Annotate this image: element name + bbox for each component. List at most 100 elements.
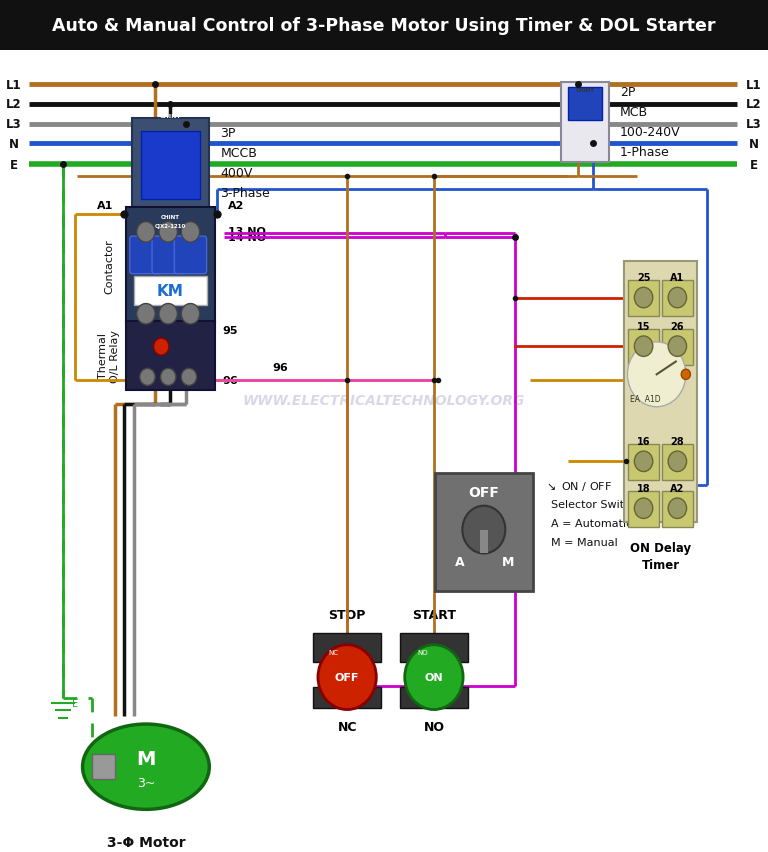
Text: 25: 25	[637, 273, 650, 283]
Circle shape	[668, 452, 687, 472]
FancyBboxPatch shape	[126, 321, 215, 390]
FancyBboxPatch shape	[624, 262, 697, 522]
Text: 28: 28	[670, 436, 684, 446]
Circle shape	[681, 370, 690, 380]
Text: KM: KM	[157, 284, 184, 299]
Circle shape	[181, 369, 197, 386]
Text: OFF: OFF	[468, 486, 499, 499]
Circle shape	[405, 645, 463, 710]
FancyBboxPatch shape	[662, 445, 693, 481]
Text: 3P
MCCB
400V
3-Phase: 3P MCCB 400V 3-Phase	[220, 127, 270, 200]
Text: 3~: 3~	[137, 775, 155, 789]
Text: NO: NO	[423, 720, 445, 734]
FancyBboxPatch shape	[628, 445, 659, 481]
Text: L3: L3	[6, 118, 22, 131]
Circle shape	[137, 222, 155, 243]
FancyBboxPatch shape	[662, 330, 693, 366]
Text: 18: 18	[637, 483, 650, 493]
Text: L3: L3	[746, 118, 762, 131]
Text: 16: 16	[637, 436, 650, 446]
FancyBboxPatch shape	[152, 237, 184, 274]
Text: WWW.ELECTRICALTECHNOLOGY.ORG: WWW.ELECTRICALTECHNOLOGY.ORG	[243, 394, 525, 407]
Text: START: START	[412, 608, 456, 622]
FancyBboxPatch shape	[174, 237, 207, 274]
Text: STOP: STOP	[329, 608, 366, 622]
Circle shape	[181, 222, 200, 243]
Circle shape	[159, 304, 177, 325]
Circle shape	[634, 288, 653, 308]
Text: L1: L1	[6, 78, 22, 92]
Text: 95: 95	[222, 325, 237, 336]
Text: NC: NC	[337, 720, 357, 734]
FancyBboxPatch shape	[126, 208, 215, 324]
FancyBboxPatch shape	[628, 330, 659, 366]
Text: CHINT: CHINT	[161, 215, 180, 220]
Text: NO: NO	[417, 648, 428, 655]
Circle shape	[181, 304, 200, 325]
Text: 3-Φ Motor: 3-Φ Motor	[107, 835, 185, 849]
Circle shape	[161, 369, 176, 386]
Circle shape	[137, 304, 155, 325]
Text: 96: 96	[222, 376, 238, 386]
Text: M: M	[502, 556, 515, 569]
Circle shape	[140, 369, 155, 386]
Text: N: N	[8, 137, 19, 151]
FancyBboxPatch shape	[132, 118, 209, 209]
Circle shape	[668, 288, 687, 308]
Circle shape	[668, 337, 687, 357]
Text: Selector Switch: Selector Switch	[551, 499, 637, 509]
Text: ON: ON	[425, 672, 443, 682]
Text: 13 NO: 13 NO	[228, 227, 266, 237]
Circle shape	[159, 222, 177, 243]
Text: 26: 26	[670, 321, 684, 331]
Text: ON Delay
Timer: ON Delay Timer	[630, 541, 691, 571]
Text: N: N	[749, 137, 760, 151]
FancyBboxPatch shape	[130, 237, 162, 274]
Text: A1: A1	[670, 273, 684, 283]
Text: OFF: OFF	[335, 672, 359, 682]
Text: E: E	[72, 698, 78, 708]
Text: 14 NO: 14 NO	[228, 233, 266, 243]
FancyBboxPatch shape	[400, 633, 468, 662]
Circle shape	[634, 452, 653, 472]
Text: A1: A1	[97, 201, 113, 211]
FancyBboxPatch shape	[628, 281, 659, 317]
Text: M = Manual: M = Manual	[551, 537, 618, 547]
Text: A: A	[455, 556, 464, 569]
Circle shape	[668, 498, 687, 519]
Bar	[0, 0, 768, 51]
FancyBboxPatch shape	[134, 277, 207, 306]
Circle shape	[627, 343, 686, 407]
FancyBboxPatch shape	[662, 281, 693, 317]
FancyBboxPatch shape	[628, 492, 659, 527]
Text: 15: 15	[637, 321, 650, 331]
Text: E: E	[10, 158, 18, 172]
FancyBboxPatch shape	[435, 474, 533, 591]
Text: 96: 96	[272, 363, 288, 373]
Text: A2: A2	[670, 483, 684, 493]
Circle shape	[154, 338, 169, 356]
FancyBboxPatch shape	[141, 132, 200, 199]
Text: M: M	[136, 749, 156, 768]
Circle shape	[318, 645, 376, 710]
FancyBboxPatch shape	[400, 688, 468, 708]
FancyBboxPatch shape	[313, 688, 381, 708]
Text: EA  A1D: EA A1D	[630, 394, 660, 403]
Text: CJX2-1210: CJX2-1210	[155, 223, 186, 228]
Text: L2: L2	[746, 98, 762, 112]
Text: A2: A2	[228, 201, 244, 211]
Text: L2: L2	[6, 98, 22, 112]
Circle shape	[634, 498, 653, 519]
Circle shape	[634, 337, 653, 357]
Ellipse shape	[83, 724, 209, 809]
Text: Thermal
O/L Relay: Thermal O/L Relay	[98, 329, 120, 383]
Bar	[92, 754, 115, 780]
Text: E: E	[750, 158, 758, 172]
FancyBboxPatch shape	[561, 83, 609, 163]
Text: $\searrow$ ON / OFF: $\searrow$ ON / OFF	[544, 479, 612, 492]
FancyBboxPatch shape	[662, 492, 693, 527]
Text: 2P
MCB
100-240V
1-Phase: 2P MCB 100-240V 1-Phase	[620, 86, 680, 159]
Text: CHINT: CHINT	[576, 88, 594, 93]
Text: CHINT: CHINT	[160, 113, 181, 118]
Text: NC: NC	[328, 648, 339, 655]
